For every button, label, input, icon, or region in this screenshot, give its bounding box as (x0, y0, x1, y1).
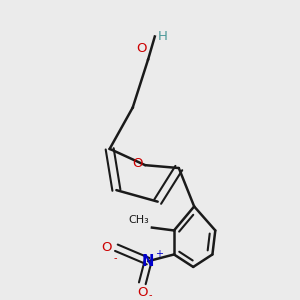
Text: O: O (136, 42, 147, 55)
Text: -: - (148, 290, 152, 300)
Text: O: O (102, 241, 112, 254)
Text: O: O (137, 286, 148, 299)
Text: CH₃: CH₃ (128, 215, 149, 225)
Text: -: - (113, 253, 117, 263)
Text: +: + (155, 249, 163, 259)
Text: H: H (158, 30, 168, 43)
Text: N: N (142, 254, 154, 269)
Text: O: O (132, 157, 142, 170)
